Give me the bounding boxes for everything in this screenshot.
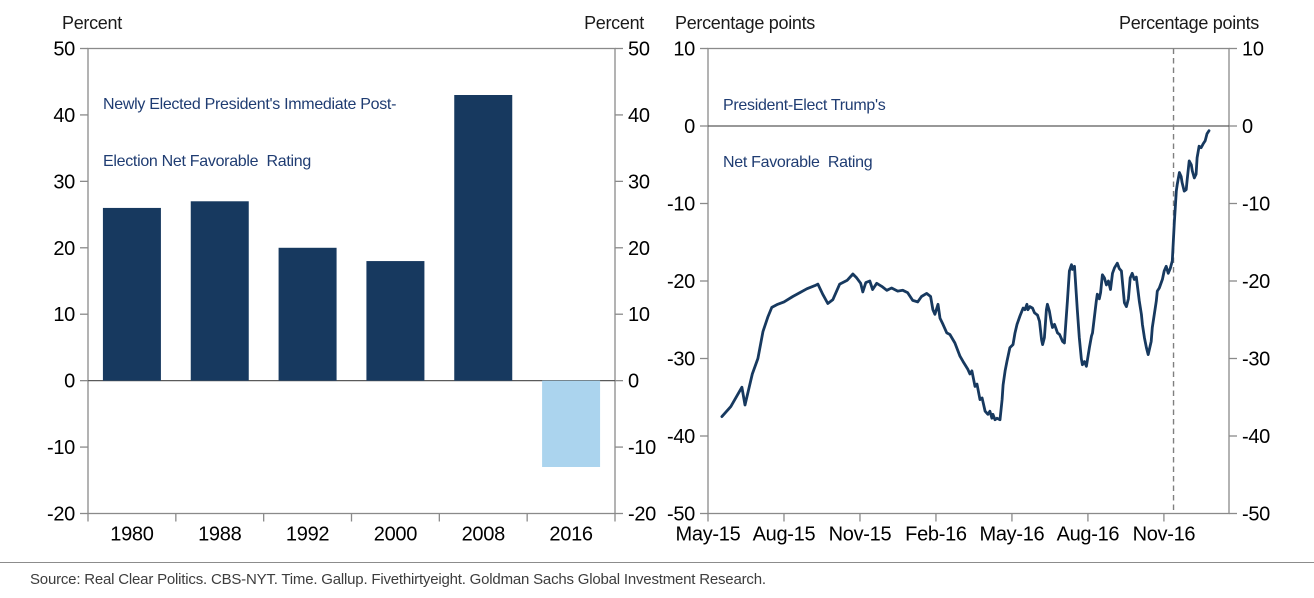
y-tick-label-right: 20: [628, 238, 650, 260]
y-tick-label-right: -50: [1242, 504, 1270, 526]
y-tick-label-left: -10: [667, 194, 695, 216]
y-tick-label-right: 0: [628, 371, 639, 393]
left-chart-title-line1: Newly Elected President's Immediate Post…: [103, 96, 397, 113]
bar-chart-panel: Percent Percent Newly Elected President'…: [0, 0, 657, 560]
right-chart-title-line1: President-Elect Trump's: [723, 97, 886, 114]
y-tick-label-right: -10: [1242, 194, 1270, 216]
bar-1992: [278, 247, 337, 381]
y-tick-label-right: -30: [1242, 349, 1270, 371]
right-chart-unit-label-left: Percentage points: [675, 13, 815, 33]
x-category-label: 1988: [198, 524, 241, 546]
y-tick-label-left: 10: [53, 304, 75, 326]
x-tick-label: May-15: [676, 524, 741, 546]
y-tick-label-left: 0: [64, 371, 75, 393]
y-tick-label-left: 50: [53, 39, 75, 61]
bar-2000: [366, 261, 425, 381]
bar-2016: [542, 380, 601, 467]
y-tick-label-right: -40: [1242, 426, 1270, 448]
bar-1988: [190, 201, 249, 381]
y-tick-label-right: 40: [628, 105, 650, 127]
y-tick-label-right: 50: [628, 39, 650, 61]
y-tick-label-right: 0: [1242, 116, 1253, 138]
y-tick-label-left: -20: [47, 504, 75, 526]
x-category-label: 2000: [374, 524, 417, 546]
y-tick-label-right: 30: [628, 171, 650, 193]
x-tick-label: Aug-16: [1057, 524, 1120, 546]
left-chart-unit-label-left: Percent: [62, 13, 122, 33]
x-tick-label: Nov-15: [829, 524, 892, 546]
y-tick-label-right: -20: [628, 504, 656, 526]
right-chart-title: President-Elect Trump's Net Favorable Ra…: [723, 58, 886, 210]
y-tick-label-right: 10: [628, 304, 650, 326]
bar-chart-svg: 50 50 40 40 30 30 20 20 10 10 0 0 -10 -10 -20 -20 1980 19…: [47, 39, 656, 546]
source-note: Source: Real Clear Politics. CBS-NYT. Ti…: [30, 571, 766, 588]
plot-border: [87, 47, 616, 515]
y-tick-label-right: -10: [628, 437, 656, 459]
line-chart-panel: Percentage points Percentage points Pres…: [657, 0, 1314, 560]
y-tick-label-left: -30: [667, 349, 695, 371]
x-tick-label: Aug-15: [753, 524, 816, 546]
y-tick-label-right: -20: [1242, 271, 1270, 293]
x-category-label: 2008: [462, 524, 505, 546]
left-chart-title-line2: Election Net Favorable Rating: [103, 153, 312, 170]
bar-2008: [454, 95, 513, 381]
line-chart-svg: 10 100 0-10 -10-20 -20-30 -30-40 -40-50 -50May-…: [667, 39, 1270, 546]
left-chart-unit-label-right: Percent: [584, 13, 644, 33]
right-chart-unit-label-right: Percentage points: [1119, 13, 1259, 33]
y-tick-label-left: -50: [667, 504, 695, 526]
x-category-label: 1992: [286, 524, 329, 546]
y-tick-label-left: -20: [667, 271, 695, 293]
y-tick-label-left: 30: [53, 171, 75, 193]
trend-line: [720, 129, 1211, 422]
x-category-label: 2016: [549, 524, 592, 546]
source-divider-line: [0, 562, 1314, 563]
plot-border: [707, 47, 1230, 515]
y-tick-label-left: 20: [53, 238, 75, 260]
y-tick-label-right: 10: [1242, 39, 1264, 61]
y-tick-label-left: -40: [667, 426, 695, 448]
x-tick-label: May-16: [979, 524, 1044, 546]
y-tick-label-left: 10: [673, 39, 695, 61]
bar-1980: [102, 207, 161, 381]
y-tick-label-left: 40: [53, 105, 75, 127]
x-tick-label: Feb-16: [905, 524, 967, 546]
y-tick-label-left: -10: [47, 437, 75, 459]
left-chart-title: Newly Elected President's Immediate Post…: [103, 57, 396, 209]
right-chart-title-line2: Net Favorable Rating: [723, 154, 873, 171]
x-category-label: 1980: [110, 524, 153, 546]
y-tick-label-left: 0: [684, 116, 695, 138]
x-tick-label: Nov-16: [1133, 524, 1196, 546]
